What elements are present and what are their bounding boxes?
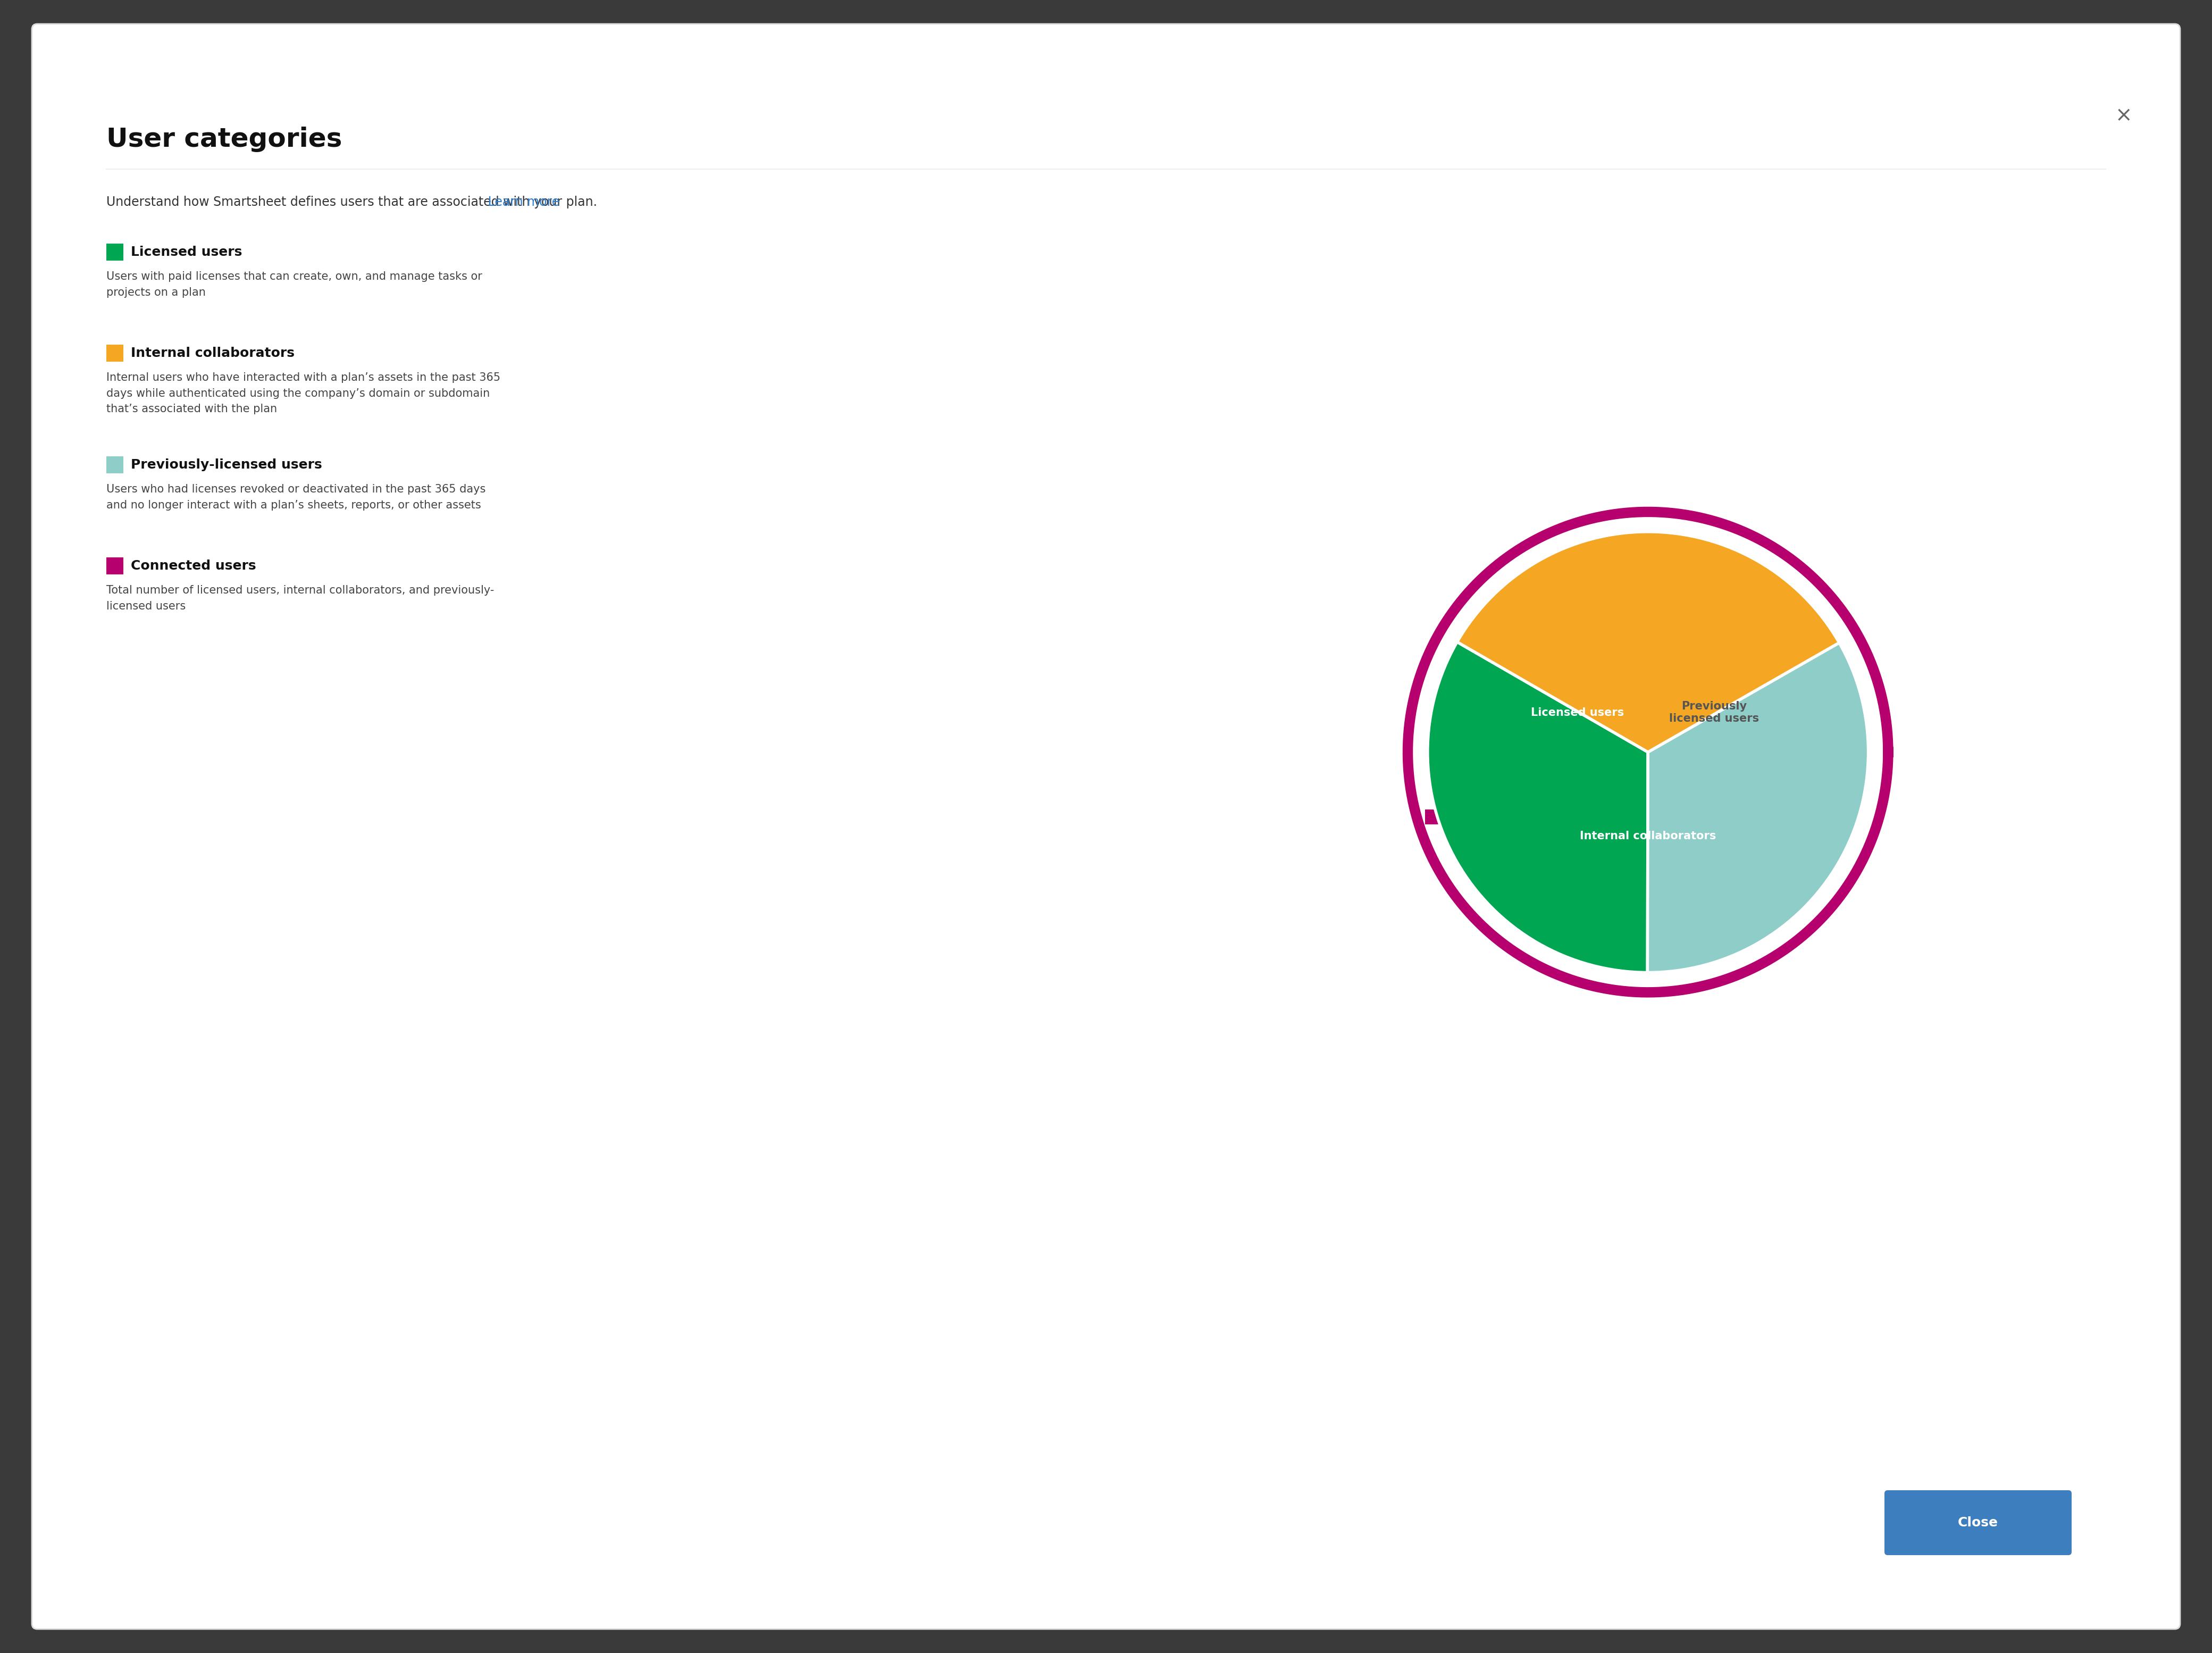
Text: Total number of licensed users, internal collaborators, and previously-
licensed: Total number of licensed users, internal… [106, 585, 493, 612]
Text: Previously-licensed users: Previously-licensed users [131, 458, 323, 471]
Bar [106, 344, 124, 362]
Text: Close: Close [1958, 1516, 1997, 1529]
Text: Licensed users: Licensed users [1531, 707, 1624, 717]
Text: Connected users: Connected users [1444, 805, 1551, 818]
Text: ×: × [2115, 106, 2132, 126]
Bar [106, 456, 124, 473]
Text: Licensed users: Licensed users [131, 246, 241, 258]
Text: Previously
licensed users: Previously licensed users [1670, 701, 1759, 724]
Text: Learn more: Learn more [484, 195, 560, 208]
Text: Users who had licenses revoked or deactivated in the past 365 days
and no longer: Users who had licenses revoked or deacti… [106, 484, 487, 511]
Text: Internal collaborators: Internal collaborators [131, 347, 294, 360]
Text: Understand how Smartsheet defines users that are associated with your plan.: Understand how Smartsheet defines users … [106, 195, 597, 208]
Wedge shape [1427, 641, 1648, 972]
Text: User categories: User categories [106, 127, 343, 152]
Text: Connected users: Connected users [131, 559, 257, 572]
Wedge shape [1648, 643, 1869, 972]
Text: Internal users who have interacted with a plan’s assets in the past 365
days whi: Internal users who have interacted with … [106, 372, 500, 415]
Wedge shape [1458, 532, 1838, 752]
Bar [106, 243, 124, 261]
FancyBboxPatch shape [1885, 1491, 2073, 1555]
Bar [106, 557, 124, 574]
Text: Internal collaborators: Internal collaborators [1579, 830, 1717, 841]
Bar [1425, 810, 1440, 825]
Text: Users with paid licenses that can create, own, and manage tasks or
projects on a: Users with paid licenses that can create… [106, 271, 482, 298]
FancyBboxPatch shape [31, 23, 2181, 1630]
